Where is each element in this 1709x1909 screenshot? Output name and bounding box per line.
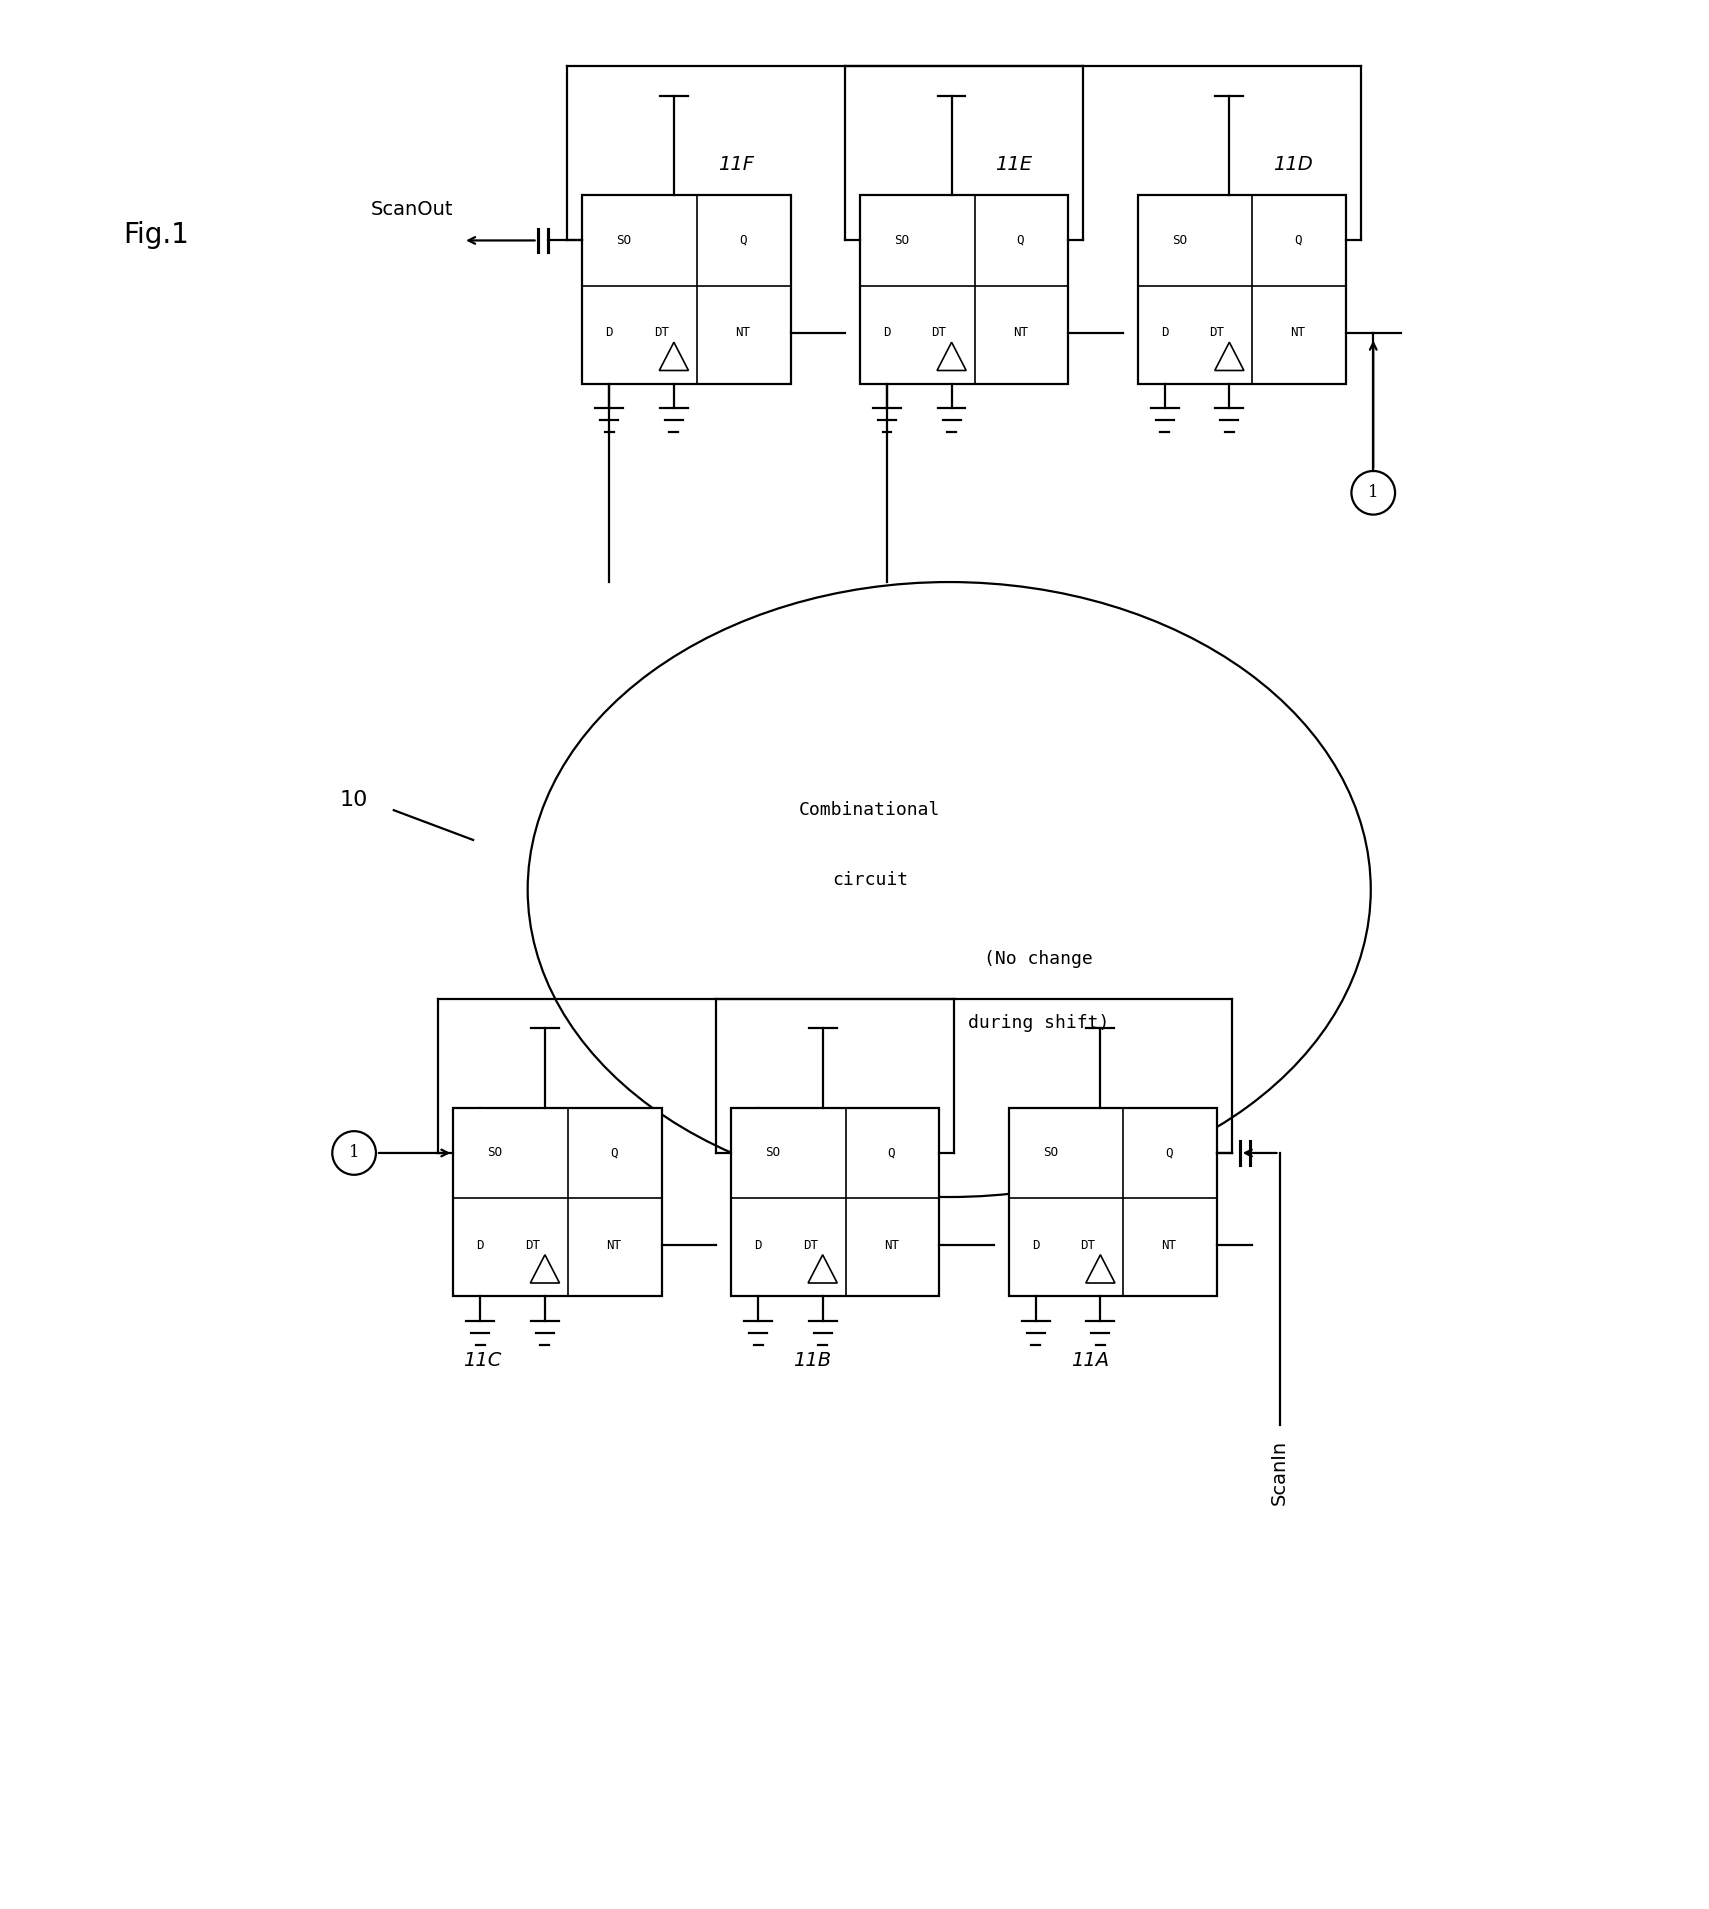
Text: NT: NT bbox=[884, 1239, 899, 1252]
Text: Combinational: Combinational bbox=[800, 802, 940, 819]
Text: 1: 1 bbox=[1367, 485, 1379, 502]
Text: SO: SO bbox=[487, 1147, 502, 1159]
Text: during shift): during shift) bbox=[967, 1014, 1109, 1033]
Text: NT: NT bbox=[1162, 1239, 1176, 1252]
Text: Q: Q bbox=[1166, 1147, 1172, 1159]
Bar bbox=[860, 195, 1068, 384]
Text: D: D bbox=[605, 326, 614, 340]
Text: NT: NT bbox=[1013, 326, 1027, 340]
Bar bbox=[1008, 1107, 1217, 1296]
Text: NT: NT bbox=[735, 326, 750, 340]
Text: 1: 1 bbox=[349, 1145, 359, 1161]
Text: SO: SO bbox=[617, 235, 631, 246]
Text: SO: SO bbox=[1172, 235, 1186, 246]
Text: DT: DT bbox=[525, 1239, 540, 1252]
Text: D: D bbox=[884, 326, 890, 340]
Text: ScanOut: ScanOut bbox=[371, 200, 453, 220]
Text: D: D bbox=[1032, 1239, 1039, 1252]
Text: 11E: 11E bbox=[995, 155, 1032, 174]
Text: DT: DT bbox=[1080, 1239, 1095, 1252]
Text: Q: Q bbox=[738, 235, 747, 246]
Text: 11B: 11B bbox=[793, 1352, 832, 1369]
Ellipse shape bbox=[528, 582, 1371, 1197]
Text: DT: DT bbox=[931, 326, 947, 340]
Text: NT: NT bbox=[607, 1239, 620, 1252]
Text: DT: DT bbox=[803, 1239, 817, 1252]
Text: (No change: (No change bbox=[984, 951, 1092, 968]
Text: Q: Q bbox=[1294, 235, 1302, 246]
Bar bbox=[453, 1107, 661, 1296]
Text: 11A: 11A bbox=[1072, 1352, 1109, 1369]
Text: D: D bbox=[754, 1239, 762, 1252]
Text: Q: Q bbox=[1017, 235, 1024, 246]
Text: 11D: 11D bbox=[1273, 155, 1313, 174]
Text: Q: Q bbox=[887, 1147, 896, 1159]
Text: DT: DT bbox=[655, 326, 668, 340]
Bar bbox=[731, 1107, 940, 1296]
Bar bbox=[583, 195, 791, 384]
Text: Q: Q bbox=[610, 1147, 617, 1159]
Text: SO: SO bbox=[766, 1147, 781, 1159]
Text: DT: DT bbox=[1210, 326, 1224, 340]
Text: 10: 10 bbox=[340, 790, 367, 809]
Bar bbox=[1138, 195, 1347, 384]
Text: 11C: 11C bbox=[463, 1352, 501, 1369]
Text: circuit: circuit bbox=[832, 871, 907, 888]
Text: SO: SO bbox=[1042, 1147, 1058, 1159]
Text: D: D bbox=[477, 1239, 484, 1252]
Text: Fig.1: Fig.1 bbox=[123, 221, 188, 248]
Text: NT: NT bbox=[1290, 326, 1306, 340]
Text: SO: SO bbox=[894, 235, 909, 246]
Text: 11F: 11F bbox=[718, 155, 754, 174]
Text: ScanIn: ScanIn bbox=[1270, 1439, 1289, 1504]
Text: D: D bbox=[1160, 326, 1169, 340]
